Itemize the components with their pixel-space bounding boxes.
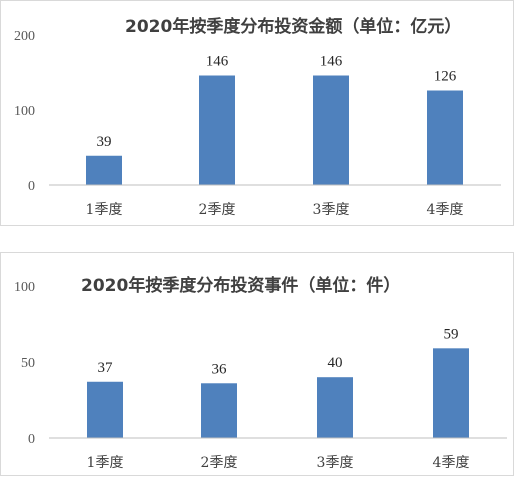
bar-1季度 xyxy=(86,155,122,185)
y-tick-label: 200 xyxy=(14,29,35,44)
x-category-label: 4季度 xyxy=(427,202,464,218)
x-category-label: 4季度 xyxy=(433,455,470,471)
bar-3季度 xyxy=(313,75,349,185)
x-category-label: 1季度 xyxy=(87,455,124,471)
data-label: 37 xyxy=(98,360,114,376)
data-label: 59 xyxy=(444,326,459,342)
bar-1季度 xyxy=(87,381,123,438)
data-label: 126 xyxy=(434,69,457,85)
chart-title-investment-amount: 2020年按季度分布投资金额（单位：亿元） xyxy=(125,17,462,37)
y-tick-label: 0 xyxy=(28,432,35,447)
data-label: 36 xyxy=(212,361,228,377)
bar-2季度 xyxy=(199,75,235,185)
chart-panel-investment-events: 0 50 100 37 1季度 36 2季度 40 3季度 59 4季度 2020年按季度分布投资事… xyxy=(0,252,514,476)
bar-3季度 xyxy=(317,377,353,438)
y-tick-label: 50 xyxy=(21,356,35,371)
bar-4季度 xyxy=(433,348,469,438)
x-category-label: 1季度 xyxy=(86,202,123,218)
y-tick-label: 100 xyxy=(14,280,35,295)
data-label: 146 xyxy=(206,54,229,70)
data-label: 40 xyxy=(328,355,343,371)
bar-4季度 xyxy=(427,90,463,185)
chart-panel-investment-amount: 0 100 200 39 1季度 146 2季度 146 3季度 126 4季度 2020年按季度分… xyxy=(0,0,514,226)
data-label: 39 xyxy=(97,134,112,150)
chart-investment-events: 0 50 100 37 1季度 36 2季度 40 3季度 59 4季度 xyxy=(14,280,507,471)
y-tick-label: 100 xyxy=(14,104,35,119)
x-category-label: 2季度 xyxy=(199,202,236,218)
chart-investment-amount: 0 100 200 39 1季度 146 2季度 146 3季度 126 4季度 xyxy=(14,29,501,218)
x-category-label: 2季度 xyxy=(201,455,238,471)
bar-2季度 xyxy=(201,383,237,438)
x-category-label: 3季度 xyxy=(313,202,350,218)
y-tick-label: 0 xyxy=(28,179,35,194)
data-label: 146 xyxy=(320,54,343,70)
x-category-label: 3季度 xyxy=(317,455,354,471)
chart-title-investment-events: 2020年按季度分布投资事件（单位：件） xyxy=(81,276,401,296)
